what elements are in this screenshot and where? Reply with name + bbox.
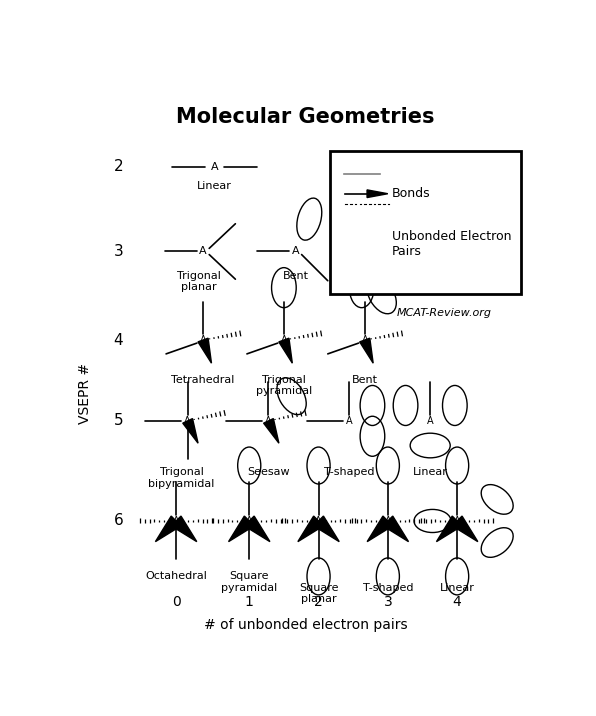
Text: 0: 0 [172, 595, 181, 609]
Text: Octahedral: Octahedral [145, 571, 207, 581]
Text: MCAT-Review.org: MCAT-Review.org [397, 308, 492, 318]
Text: 2: 2 [314, 595, 323, 609]
Text: # of unbonded electron pairs: # of unbonded electron pairs [204, 618, 407, 632]
Text: A: A [265, 416, 272, 426]
Polygon shape [228, 516, 254, 542]
Polygon shape [436, 516, 462, 542]
Text: Linear: Linear [440, 583, 474, 593]
Text: Seesaw: Seesaw [247, 467, 290, 477]
Text: Trigonal
planar: Trigonal planar [177, 271, 221, 292]
Text: VSEPR #: VSEPR # [78, 363, 92, 425]
Text: Bonds: Bonds [392, 187, 430, 200]
Text: A: A [427, 416, 433, 426]
Text: A: A [361, 335, 368, 345]
Text: Square
pyramidal: Square pyramidal [221, 571, 277, 593]
Polygon shape [298, 516, 324, 542]
Text: Linear: Linear [197, 180, 232, 190]
Text: A: A [173, 516, 179, 526]
Polygon shape [183, 419, 198, 443]
Polygon shape [198, 338, 212, 363]
Text: Linear: Linear [413, 467, 448, 477]
Text: Unbonded Electron
Pairs: Unbonded Electron Pairs [392, 230, 511, 258]
Polygon shape [359, 338, 373, 363]
Polygon shape [279, 338, 292, 363]
Text: A: A [291, 246, 299, 256]
Text: A: A [184, 416, 191, 426]
Text: A: A [384, 516, 391, 526]
Text: T-shaped: T-shaped [362, 583, 413, 593]
Text: 3: 3 [383, 595, 392, 609]
Text: 6: 6 [113, 513, 123, 528]
Text: T-shaped: T-shaped [324, 467, 375, 477]
Polygon shape [452, 516, 478, 542]
Polygon shape [263, 419, 279, 443]
Polygon shape [367, 190, 388, 198]
Polygon shape [171, 516, 197, 542]
Text: A: A [281, 335, 287, 345]
Text: A: A [454, 516, 461, 526]
Text: Molecular Geometries: Molecular Geometries [176, 107, 434, 127]
Polygon shape [367, 516, 393, 542]
Text: A: A [211, 162, 218, 172]
Text: A: A [346, 416, 353, 426]
Polygon shape [313, 516, 339, 542]
Polygon shape [156, 516, 181, 542]
Text: Trigonal
pyramidal: Trigonal pyramidal [256, 374, 312, 396]
Text: A: A [200, 335, 206, 345]
Text: A: A [246, 516, 253, 526]
Text: Square
planar: Square planar [299, 583, 339, 604]
Text: 3: 3 [113, 244, 123, 259]
Polygon shape [383, 516, 408, 542]
Text: Tetrahedral: Tetrahedral [172, 374, 235, 384]
Text: Bent: Bent [283, 271, 309, 281]
Text: 2: 2 [113, 159, 123, 174]
Text: 5: 5 [113, 413, 123, 428]
Polygon shape [244, 516, 270, 542]
Bar [330, 151, 521, 294]
Text: A: A [199, 246, 207, 256]
Text: 4: 4 [453, 595, 461, 609]
Text: 4: 4 [113, 332, 123, 347]
Text: 1: 1 [245, 595, 254, 609]
Text: Trigonal
bipyramidal: Trigonal bipyramidal [148, 467, 215, 488]
Text: A: A [315, 516, 322, 526]
Text: Bent: Bent [352, 374, 378, 384]
